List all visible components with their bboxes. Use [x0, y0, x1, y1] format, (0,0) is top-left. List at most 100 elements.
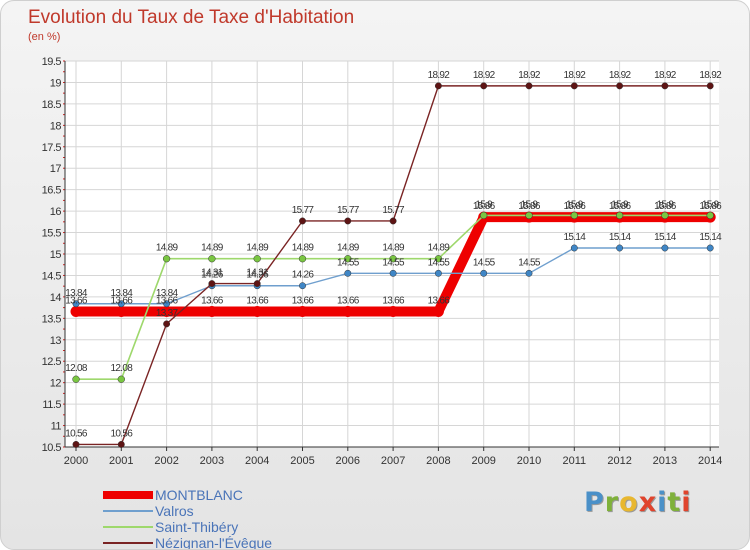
data-point — [389, 217, 397, 225]
data-label: 15.9 — [521, 199, 539, 210]
y-tick-label: 19.5 — [42, 56, 62, 68]
data-label: 14.89 — [337, 243, 360, 254]
data-point — [661, 244, 669, 252]
x-tick-label: 2013 — [653, 455, 677, 467]
data-point — [208, 280, 216, 288]
x-tick-label: 2002 — [154, 455, 178, 467]
data-point — [525, 211, 533, 220]
x-tick-label: 2009 — [471, 455, 495, 467]
data-label: 15.86 — [518, 201, 541, 212]
data-label: 15.9 — [657, 199, 675, 210]
data-label: 18.92 — [473, 70, 496, 81]
grid — [65, 60, 719, 448]
data-label: 13.84 — [111, 288, 134, 299]
y-tick-label: 11.5 — [42, 399, 61, 411]
data-label: 15.86 — [699, 201, 722, 212]
x-tick-label: 2000 — [64, 455, 88, 467]
x-tick-label: 2011 — [562, 455, 586, 467]
data-label: 15.77 — [292, 205, 315, 216]
x-tick-label: 2014 — [698, 455, 722, 467]
data-label: 13.66 — [201, 295, 224, 306]
data-point — [72, 300, 80, 308]
y-tick-label: 19 — [50, 77, 62, 89]
data-label: 14.55 — [337, 257, 360, 268]
y-tick-label: 18.5 — [42, 99, 62, 111]
data-label: 14.89 — [156, 243, 179, 254]
logo-letter: P — [584, 487, 605, 518]
data-label: 18.92 — [699, 70, 722, 81]
data-label: 12.08 — [65, 363, 88, 374]
data-label: 14.89 — [292, 243, 315, 254]
data-point — [344, 217, 352, 225]
data-label: 13.66 — [156, 295, 179, 306]
x-tick-label: 2004 — [245, 455, 269, 467]
data-point — [342, 305, 354, 317]
data-point — [344, 269, 352, 277]
data-label: 18.92 — [609, 70, 632, 81]
x-tick-label: 2007 — [381, 455, 405, 467]
logo-letter: o — [619, 487, 639, 518]
data-point — [570, 211, 578, 220]
data-point — [117, 440, 125, 448]
x-tick-label: 2010 — [517, 455, 541, 467]
data-point — [72, 440, 80, 448]
data-point — [706, 82, 714, 90]
data-point — [570, 244, 578, 252]
data-point — [570, 82, 578, 90]
data-point — [480, 82, 488, 90]
y-tick-label: 18 — [50, 120, 62, 132]
y-tick-label: 12.5 — [42, 356, 62, 368]
data-point — [434, 82, 442, 90]
data-label: 13.66 — [246, 295, 269, 306]
data-label: 14.89 — [201, 243, 224, 254]
data-point — [162, 255, 171, 263]
data-label: 14.89 — [428, 243, 451, 254]
axes: 10.5 11 11.5 12 12.5 13 13.5 14 14.5 15 15.5 16 16.5… — [42, 56, 723, 467]
y-tick-label: 12 — [50, 378, 62, 390]
data-point — [480, 211, 488, 220]
logo-letter: r — [604, 487, 620, 518]
data-label: 15.77 — [382, 205, 405, 216]
y-tick-label: 17.5 — [42, 142, 62, 154]
data-point — [298, 255, 307, 263]
x-tick-label: 2012 — [607, 455, 631, 467]
series-lines — [70, 82, 716, 448]
chart-title: Evolution du Taux de Taxe d'Habitation — [28, 7, 355, 28]
data-point — [72, 375, 80, 383]
data-point — [163, 320, 171, 328]
proxiti-logo: Proxiti — [584, 487, 692, 518]
data-labels: 13.66 13.66 13.66 13.66 13.66 13.66 13.66 13.66… — [65, 70, 723, 440]
data-point — [297, 305, 308, 317]
data-point — [299, 282, 306, 290]
data-label: 13.37 — [156, 308, 179, 319]
x-tick-label: 2008 — [426, 455, 450, 467]
data-label: 14.31 — [201, 268, 224, 279]
data-point — [432, 305, 444, 317]
data-point — [389, 255, 397, 263]
data-point — [117, 300, 125, 308]
data-point — [251, 305, 263, 317]
data-point — [616, 82, 624, 90]
legend-label: MONTBLANC — [155, 487, 243, 503]
data-label: 15.9 — [475, 199, 493, 210]
data-point — [253, 255, 261, 263]
data-label: 18.92 — [654, 70, 677, 81]
data-point — [525, 269, 533, 277]
data-label: 12.08 — [111, 363, 134, 374]
data-label: 15.14 — [609, 232, 632, 243]
legend-label: Valros — [155, 503, 194, 519]
data-label: 14.55 — [382, 257, 405, 268]
data-label: 14.31 — [246, 268, 269, 279]
data-point — [208, 255, 216, 263]
data-point — [525, 82, 533, 90]
data-label: 18.92 — [564, 70, 587, 81]
data-point — [480, 269, 488, 277]
data-label: 14.55 — [473, 257, 496, 268]
data-point — [389, 269, 397, 277]
data-point — [434, 269, 442, 277]
data-point — [70, 305, 82, 317]
data-point — [115, 305, 127, 317]
data-label: 14.89 — [382, 243, 405, 254]
